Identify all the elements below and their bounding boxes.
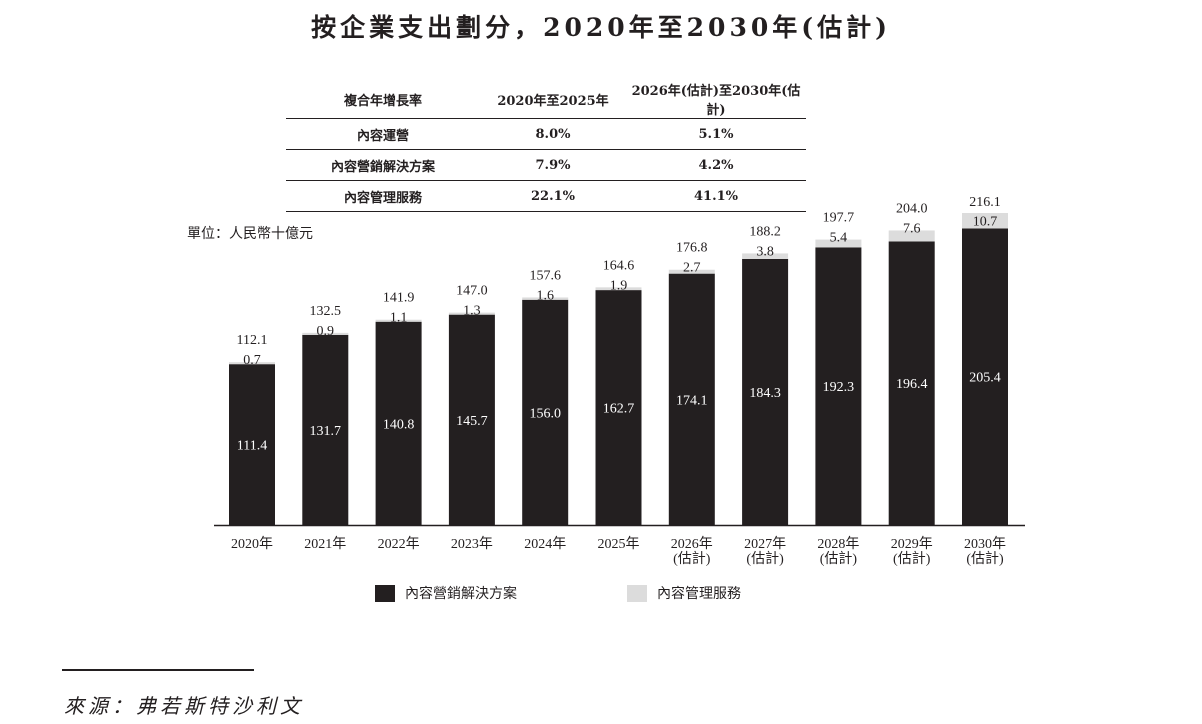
data-label-management: 1.3 [463, 304, 481, 319]
data-label-management: 7.6 [903, 221, 921, 236]
bar-segment-management [742, 253, 789, 259]
bar-segment-management [962, 213, 1008, 229]
cagr-row-value: 41.1% [626, 180, 806, 212]
x-tick-label: 2020年 [231, 536, 273, 552]
data-label-management: 5.4 [830, 231, 848, 246]
data-label-management: 1.1 [390, 311, 408, 326]
bar-segment-solutions [375, 321, 422, 525]
cagr-row-value: 4.2% [626, 149, 806, 181]
legend-swatch-solutions [375, 584, 395, 602]
cagr-header-label: 複合年增長率 [343, 93, 422, 109]
data-label-solutions: 205.4 [969, 371, 1001, 386]
x-tick-label: (估計) [673, 551, 711, 567]
data-label-solutions: 196.4 [896, 377, 928, 392]
cagr-header-period-1: 2020年至2025年 [497, 93, 609, 109]
bar-segment-solutions [595, 290, 642, 525]
data-label-total: 216.1 [969, 195, 1001, 210]
data-label-management: 2.7 [683, 261, 701, 276]
cagr-row-label: 內容營銷解決方案 [286, 149, 480, 181]
x-tick-label: 2024年 [524, 536, 566, 552]
bar-segment-solutions [668, 273, 715, 525]
data-label-solutions: 162.7 [603, 402, 635, 417]
data-label-solutions: 192.3 [823, 380, 855, 395]
data-label-total: 141.9 [383, 291, 415, 306]
x-tick-label: 2025年 [598, 536, 640, 552]
bar-segment-solutions [522, 299, 569, 525]
data-label-total: 204.0 [896, 201, 928, 216]
cagr-table-header-row: 複合年增長率 2020年至2025年 2026年(估計)至2030年(估計) [286, 80, 806, 119]
bar-segment-management [229, 362, 275, 365]
data-label-solutions: 131.7 [310, 424, 342, 439]
data-label-total: 197.7 [823, 211, 855, 226]
x-tick-label: 2030年 [964, 536, 1006, 552]
data-label-management: 0.7 [243, 353, 261, 368]
legend-label-solutions: 內容營銷解決方案 [405, 586, 517, 602]
cagr-table-row: 內容營銷解決方案 7.9% 4.2% [286, 149, 806, 181]
data-label-solutions: 111.4 [237, 439, 267, 454]
bar-segment-management [595, 287, 642, 291]
x-tick-label: 2027年 [744, 536, 786, 552]
data-label-total: 157.6 [529, 268, 561, 283]
bar-segment-management [815, 239, 862, 248]
data-label-solutions: 145.7 [456, 414, 488, 429]
legend-swatch-management [627, 584, 647, 602]
bar-segment-solutions [302, 334, 349, 525]
data-label-total: 164.6 [603, 258, 635, 273]
data-label-management: 1.6 [536, 288, 554, 303]
x-tick-label: 2029年 [891, 536, 933, 552]
data-label-total: 112.1 [237, 333, 268, 348]
bar-segment-management [448, 312, 495, 315]
cagr-table: 複合年增長率 2020年至2025年 2026年(估計)至2030年(估計) 內… [286, 80, 806, 212]
bar-segment-solutions [962, 228, 1008, 525]
x-tick-label: 2028年 [817, 536, 859, 552]
data-label-management: 10.7 [973, 215, 998, 230]
bar-segment-management [522, 297, 569, 300]
bar-segment-solutions [742, 258, 789, 525]
data-label-total: 188.2 [749, 224, 781, 239]
bar-segment-solutions [448, 314, 495, 525]
cagr-row-value: 5.1% [626, 118, 806, 150]
x-tick-label: (估計) [820, 551, 858, 567]
data-label-solutions: 174.1 [676, 393, 708, 408]
legend-item-management: 內容管理服務 [627, 583, 741, 603]
source-note: 來源：弗若斯特沙利文 [64, 694, 304, 718]
x-tick-label: 2023年 [451, 536, 493, 552]
cagr-row-label: 內容管理服務 [286, 180, 480, 212]
cagr-row-value: 22.1% [480, 180, 626, 212]
x-tick-label: (估計) [966, 551, 1004, 567]
cagr-row-value: 8.0% [480, 118, 626, 150]
x-tick-label: (估計) [893, 551, 931, 567]
bar-segment-management [375, 319, 422, 322]
data-label-management: 0.9 [317, 324, 335, 339]
cagr-table-row: 內容運營 8.0% 5.1% [286, 118, 806, 150]
cagr-row-value: 7.9% [480, 149, 626, 181]
data-label-total: 132.5 [310, 304, 342, 319]
legend-item-solutions: 內容營銷解決方案 [375, 583, 517, 603]
chart-title: 按企業支出劃分，2020年至2030年(估計) [311, 13, 891, 42]
data-label-management: 1.9 [610, 278, 628, 293]
bar-segment-management [668, 269, 715, 274]
data-label-solutions: 184.3 [749, 386, 781, 401]
x-tick-label: 2026年 [671, 536, 713, 552]
x-tick-label: 2021年 [304, 536, 346, 552]
x-tick-label: 2022年 [378, 536, 420, 552]
data-label-total: 176.8 [676, 241, 708, 256]
data-label-total: 147.0 [456, 284, 488, 299]
unit-label: 單位：人民幣十億元 [187, 226, 313, 242]
cagr-row-label: 內容運營 [286, 118, 480, 150]
data-label-solutions: 156.0 [529, 406, 561, 421]
data-label-management: 3.8 [756, 244, 774, 259]
data-label-solutions: 140.8 [383, 417, 415, 432]
cagr-table-row: 內容管理服務 22.1% 41.1% [286, 180, 806, 212]
bar-segment-solutions [888, 241, 935, 525]
legend-label-management: 內容管理服務 [657, 586, 741, 602]
bar-segment-solutions [229, 364, 275, 525]
source-divider [62, 669, 254, 671]
x-tick-label: (估計) [746, 551, 784, 567]
bar-segment-solutions [815, 247, 862, 525]
bar-segment-management [302, 332, 349, 335]
cagr-header-period-2: 2026年(估計)至2030年(估計) [631, 84, 801, 118]
bar-segment-management [888, 230, 935, 242]
